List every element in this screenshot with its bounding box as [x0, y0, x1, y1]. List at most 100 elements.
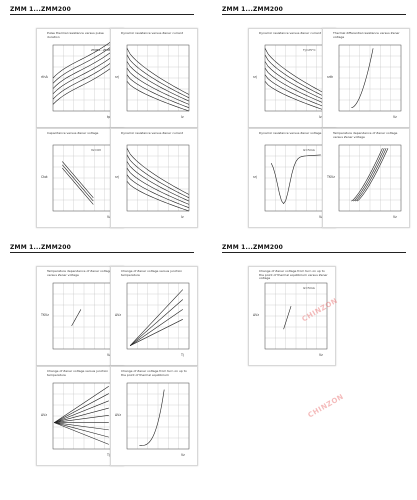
characteristic-curve	[129, 309, 183, 346]
characteristic-curve	[264, 48, 328, 95]
graph-title: Temperature dependence of Zener voltage …	[333, 131, 398, 139]
x-axis-label: Vz	[319, 215, 323, 219]
graph-svg: rzj Vz Iz=5mA	[253, 144, 328, 219]
graph-annotation: Vz=0V	[91, 148, 102, 152]
characteristic-curve	[129, 289, 184, 346]
graph-svg: rzj Iz	[115, 144, 190, 219]
characteristic-curve	[71, 309, 82, 327]
graph-title: Change of Zener voltage from turn on up …	[121, 369, 187, 377]
characteristic-curve	[126, 81, 190, 112]
x-axis-label: Iz	[181, 115, 184, 119]
x-axis-label: Iz	[181, 215, 184, 219]
graph-title: Dynamic resistance versus Zener voltage	[259, 131, 322, 135]
graph-title: Dynamic resistance versus Zener current	[121, 131, 184, 135]
header-rule	[222, 14, 406, 15]
characteristic-curve	[54, 393, 109, 423]
graph-title: Capacitance versus Zener voltage	[47, 131, 99, 135]
characteristic-curve	[264, 81, 328, 112]
characteristic-curve	[126, 54, 190, 99]
characteristic-curve	[356, 148, 389, 202]
plot-frame	[338, 44, 402, 112]
graph-panel: rzth Vz Thermal differential resistance ve…	[322, 28, 410, 128]
graph-svg: rzj Iz	[115, 44, 190, 119]
datasheet-page: ZMM 1...ZMM200 TKVz Vz Temperature dependen…	[6, 244, 198, 466]
characteristic-curve	[126, 148, 190, 195]
page-header: ZMM 1...ZMM200	[10, 6, 72, 13]
header-rule	[222, 252, 406, 253]
characteristic-curve	[126, 174, 190, 208]
x-axis-label: Tj	[180, 353, 184, 357]
graph-svg: TKVz Vz	[326, 144, 402, 219]
y-axis-label: rzj	[253, 75, 257, 79]
page-header: ZMM 1...ZMM200	[222, 6, 284, 13]
characteristic-curve	[54, 407, 109, 423]
graph-title: Pulse thermal resistance versus pulse du…	[47, 31, 104, 39]
x-axis-label: Iz	[319, 115, 322, 119]
graph-title: Thermal differential resistance versus Z…	[333, 31, 400, 39]
characteristic-curve	[54, 415, 109, 423]
graph-panel: ΔVz Tj Change of Zener voltage versus junc…	[36, 366, 124, 466]
datasheet-page: ZMM 1...ZMM200 ΔVz Vz Iz=5mA Change of Zener…	[218, 244, 408, 464]
header-rule	[10, 14, 194, 15]
datasheet-page: ZMM 1...ZMM200 rthA tp ZMM1...ZMM200 Pulse t…	[6, 6, 198, 228]
graph-panel: Ctot Vz Vz=0V Capacitance versus Zener volt…	[36, 128, 124, 228]
y-axis-label: ΔVz	[115, 413, 121, 417]
characteristic-curve	[264, 61, 328, 102]
graph-panel: ΔVz Tj Change of Zener voltage versus junc…	[110, 266, 198, 366]
graph-svg: ΔVz Tj	[115, 282, 190, 357]
datasheet-page: ZMM 1...ZMM200 rzj Iz Tj=25°C Dynamic resist…	[218, 6, 410, 228]
y-axis-label: rzj	[115, 175, 119, 179]
graph-svg: ΔVz Vz Iz=5mA	[253, 282, 328, 357]
graph-annotation: Tj=25°C	[302, 48, 316, 52]
characteristic-curve	[126, 154, 190, 199]
plot-frame	[264, 282, 328, 350]
characteristic-curve	[62, 161, 94, 198]
x-axis-label: Vz	[393, 115, 397, 119]
y-axis-label: ΔVz	[115, 313, 121, 317]
x-axis-label: Vz	[181, 453, 185, 457]
graph-title: Dynamic resistance versus Zener current	[121, 31, 184, 35]
characteristic-curve	[283, 306, 292, 330]
x-axis-label: Vz	[107, 353, 111, 357]
characteristic-curve	[264, 67, 328, 105]
characteristic-curve	[351, 148, 383, 202]
characteristic-curve	[129, 319, 183, 346]
characteristic-curve	[62, 167, 94, 205]
characteristic-curve	[52, 54, 116, 95]
y-axis-label: rzth	[327, 75, 333, 79]
y-axis-label: TKVz	[326, 175, 335, 179]
plot-frame	[126, 282, 190, 350]
x-axis-label: Vz	[393, 215, 397, 219]
characteristic-curve	[54, 386, 109, 423]
graph-title: Temperature dependence of Zener voltage …	[47, 269, 112, 277]
graph-panel: rthA tp ZMM1...ZMM200 Pulse thermal resista…	[36, 28, 124, 128]
characteristic-curve	[54, 422, 109, 438]
characteristic-curve	[129, 299, 183, 346]
characteristic-curve	[52, 64, 116, 105]
characteristic-curve	[54, 422, 109, 445]
characteristic-curve	[264, 74, 328, 108]
characteristic-curve	[52, 38, 116, 79]
characteristic-curve	[54, 400, 109, 423]
graph-panel: TKVz Vz Temperature dependence of Zener vo…	[322, 128, 410, 228]
characteristic-curve	[52, 43, 116, 84]
characteristic-curve	[264, 54, 328, 99]
graph-title: Change of Zener voltage versus junction …	[121, 269, 183, 277]
graph-annotation: Iz=5mA	[303, 286, 316, 290]
plot-frame	[126, 382, 190, 450]
graph-svg: TKVz Vz	[40, 282, 116, 357]
graph-panel: TKVz Vz Temperature dependence of Zener vo…	[36, 266, 124, 366]
characteristic-curve	[126, 67, 190, 105]
y-axis-label: ΔVz	[253, 313, 259, 317]
y-axis-label: rzj	[253, 175, 257, 179]
characteristic-curve	[270, 154, 321, 205]
graph-panel: rzj Iz Dynamic resistance versus Zener cur…	[110, 128, 198, 228]
y-axis-label: TKVz	[40, 313, 49, 317]
header-rule	[10, 252, 194, 253]
y-axis-label: ΔVz	[41, 413, 47, 417]
x-axis-label: Vz	[319, 353, 323, 357]
graph-annotation: Iz=5mA	[303, 148, 316, 152]
graph-panel: ΔVz Vz Change of Zener voltage from turn o…	[110, 366, 198, 466]
plot-frame	[126, 144, 190, 212]
graph-title: Change of Zener voltage from turn on up …	[259, 269, 328, 281]
